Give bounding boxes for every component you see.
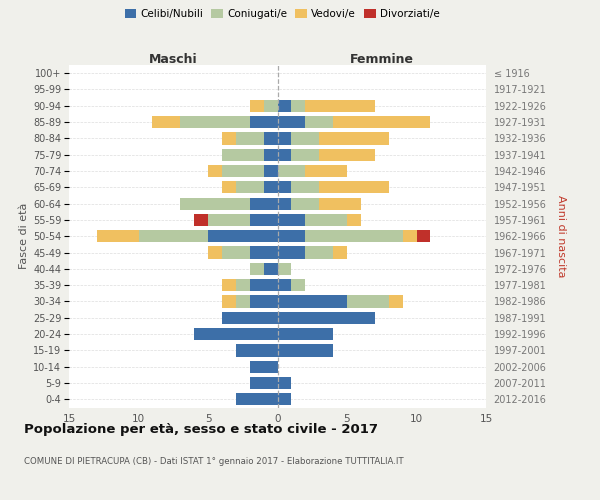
Bar: [208, 246, 222, 258]
Bar: [208, 230, 277, 242]
Bar: [277, 344, 333, 356]
Bar: [180, 198, 250, 209]
Bar: [263, 100, 277, 112]
Bar: [222, 148, 263, 161]
Bar: [305, 214, 347, 226]
Bar: [139, 230, 208, 242]
Legend: Celibi/Nubili, Coniugati/e, Vedovi/e, Divorziati/e: Celibi/Nubili, Coniugati/e, Vedovi/e, Di…: [121, 5, 443, 24]
Bar: [277, 377, 292, 389]
Bar: [222, 246, 250, 258]
Bar: [277, 181, 292, 194]
Bar: [277, 230, 305, 242]
Bar: [222, 279, 236, 291]
Bar: [152, 116, 180, 128]
Bar: [250, 198, 277, 209]
Bar: [263, 263, 277, 275]
Bar: [292, 148, 319, 161]
Bar: [292, 100, 305, 112]
Bar: [277, 214, 305, 226]
Bar: [319, 181, 389, 194]
Bar: [194, 328, 277, 340]
Bar: [250, 116, 277, 128]
Bar: [277, 148, 292, 161]
Bar: [333, 116, 430, 128]
Bar: [305, 116, 333, 128]
Bar: [236, 132, 263, 144]
Bar: [305, 165, 347, 177]
Bar: [305, 246, 333, 258]
Bar: [292, 181, 319, 194]
Bar: [250, 100, 263, 112]
Bar: [222, 312, 277, 324]
Bar: [333, 246, 347, 258]
Bar: [292, 132, 319, 144]
Bar: [277, 312, 375, 324]
Y-axis label: Anni di nascita: Anni di nascita: [556, 195, 566, 278]
Bar: [277, 100, 292, 112]
Bar: [250, 360, 277, 373]
Bar: [236, 279, 250, 291]
Bar: [208, 214, 250, 226]
Bar: [277, 279, 292, 291]
Bar: [277, 132, 292, 144]
Bar: [222, 165, 263, 177]
Bar: [208, 165, 222, 177]
Bar: [277, 263, 292, 275]
Bar: [277, 116, 305, 128]
Bar: [250, 214, 277, 226]
Y-axis label: Fasce di età: Fasce di età: [19, 203, 29, 270]
Bar: [236, 296, 250, 308]
Bar: [236, 393, 277, 406]
Bar: [277, 246, 305, 258]
Bar: [250, 377, 277, 389]
Bar: [305, 230, 403, 242]
Bar: [263, 181, 277, 194]
Bar: [236, 344, 277, 356]
Bar: [263, 165, 277, 177]
Bar: [389, 296, 403, 308]
Text: Maschi: Maschi: [149, 53, 197, 66]
Bar: [250, 246, 277, 258]
Bar: [416, 230, 430, 242]
Bar: [236, 181, 263, 194]
Bar: [319, 198, 361, 209]
Bar: [292, 279, 305, 291]
Bar: [250, 296, 277, 308]
Bar: [250, 279, 277, 291]
Bar: [305, 100, 375, 112]
Bar: [347, 214, 361, 226]
Bar: [97, 230, 139, 242]
Bar: [263, 132, 277, 144]
Bar: [277, 328, 333, 340]
Bar: [222, 296, 236, 308]
Bar: [347, 296, 389, 308]
Bar: [319, 132, 389, 144]
Bar: [277, 165, 305, 177]
Bar: [277, 296, 347, 308]
Text: Popolazione per età, sesso e stato civile - 2017: Popolazione per età, sesso e stato civil…: [24, 422, 378, 436]
Bar: [250, 263, 263, 275]
Bar: [263, 148, 277, 161]
Bar: [319, 148, 375, 161]
Bar: [292, 198, 319, 209]
Bar: [222, 181, 236, 194]
Bar: [277, 393, 292, 406]
Text: COMUNE DI PIETRACUPA (CB) - Dati ISTAT 1° gennaio 2017 - Elaborazione TUTTITALIA: COMUNE DI PIETRACUPA (CB) - Dati ISTAT 1…: [24, 458, 404, 466]
Bar: [277, 198, 292, 209]
Bar: [194, 214, 208, 226]
Bar: [180, 116, 250, 128]
Text: Femmine: Femmine: [350, 53, 414, 66]
Bar: [403, 230, 416, 242]
Bar: [222, 132, 236, 144]
